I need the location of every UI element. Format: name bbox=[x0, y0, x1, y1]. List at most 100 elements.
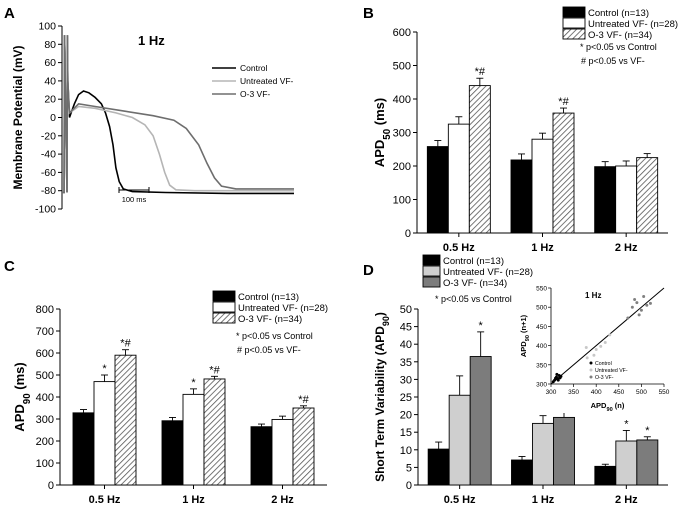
inset-legend-label: Untreated VF- bbox=[595, 368, 628, 374]
panelD-bar bbox=[594, 465, 617, 486]
panelD-significance-mark: * bbox=[645, 425, 650, 437]
panelB-legend-swatch bbox=[562, 6, 586, 18]
inset-title: 1 Hz bbox=[585, 291, 601, 300]
panelD-y-axis-title: Short Term Variability (APD90) bbox=[373, 312, 391, 482]
panelC-y-tick-label: 800 bbox=[36, 304, 54, 316]
inset-point bbox=[626, 316, 630, 320]
inset-x-tick-label: 450 bbox=[613, 389, 624, 396]
a-legend-label: O-3 VF- bbox=[240, 89, 270, 99]
inset-point bbox=[592, 353, 596, 357]
panelB-bar bbox=[636, 157, 659, 234]
panelC-bar bbox=[114, 354, 137, 486]
panelB-legend-label: O-3 VF- (n=34) bbox=[588, 30, 652, 41]
panelD-bar bbox=[615, 440, 638, 486]
panelC-bar bbox=[161, 420, 184, 486]
panelB-legend-swatch bbox=[562, 28, 586, 40]
inset-point bbox=[642, 294, 646, 298]
panelB-significance-mark: *# bbox=[558, 96, 569, 108]
panelC-legend-label: Control (n=13) bbox=[238, 292, 299, 303]
inset-identity-line bbox=[550, 287, 665, 385]
inset-y-tick-label: 300 bbox=[536, 382, 547, 389]
inset-y-tick-label: 450 bbox=[536, 324, 547, 331]
inset-point bbox=[637, 313, 641, 317]
inset-y-tick-label: 550 bbox=[536, 286, 547, 293]
panelD-bar bbox=[553, 416, 575, 486]
panelB-x-tick-label: 1 Hz bbox=[531, 242, 554, 254]
panelC-x-tick-label: 1 Hz bbox=[182, 494, 205, 506]
a-y-tick-label: 100 bbox=[38, 21, 56, 33]
panel-label-d: D bbox=[363, 262, 374, 279]
a-y-tick-label: 60 bbox=[44, 57, 56, 69]
panelD-y-tick-label: 10 bbox=[400, 445, 412, 457]
panelD-legend-label: Control (n=13) bbox=[443, 256, 504, 267]
inset-point bbox=[594, 347, 598, 351]
panelB-legend-swatch bbox=[562, 17, 586, 29]
inset-y-tick-label: 500 bbox=[536, 305, 547, 312]
panelC-y-tick-label: 700 bbox=[36, 326, 54, 338]
inset-point bbox=[648, 301, 652, 305]
panel-d-inset-poincare: 300 350 400 450 500 550 300 350 400 450 500 550 1 Hz… bbox=[515, 282, 670, 413]
panelD-y-tick-label: 30 bbox=[400, 374, 412, 386]
inset-y-tick-label: 400 bbox=[536, 343, 547, 350]
panelB-bar bbox=[447, 123, 470, 234]
panel-d-stv-bars: 0 5 10 15 20 25 30 35 40 45 50 Short Term Variabili… bbox=[373, 254, 668, 506]
panelD-bar bbox=[511, 459, 533, 486]
panelB-y-tick-label: 0 bbox=[405, 228, 411, 240]
inset-point bbox=[555, 372, 559, 376]
inset-point bbox=[630, 305, 634, 309]
inset-legend-marker bbox=[589, 375, 593, 379]
panelD-x-tick-label: 0.5 Hz bbox=[444, 494, 476, 506]
panelC-legend-swatch bbox=[212, 290, 236, 302]
panelC-bar bbox=[292, 407, 315, 486]
inset-point bbox=[635, 301, 639, 305]
panelB-x-tick-label: 0.5 Hz bbox=[443, 242, 475, 254]
inset-x-tick-label: 500 bbox=[636, 389, 647, 396]
panelB-bar bbox=[531, 138, 554, 234]
a-y-tick-label: 80 bbox=[44, 39, 56, 51]
a-y-tick-label: 0 bbox=[50, 112, 56, 124]
a-y-tick-label: 40 bbox=[44, 75, 56, 87]
inset-legend-marker bbox=[589, 368, 593, 372]
panelC-bar bbox=[72, 412, 95, 486]
a-y-tick-label: -20 bbox=[41, 130, 56, 142]
inset-legend-label: O-3 VF- bbox=[595, 375, 614, 381]
panelB-bar bbox=[594, 166, 617, 234]
panel-label-a: A bbox=[4, 5, 15, 22]
a-trace-3 bbox=[62, 35, 294, 194]
panelC-note: # p<0.05 vs VF- bbox=[237, 345, 301, 355]
inset-point bbox=[551, 380, 555, 384]
panelC-x-tick-label: 0.5 Hz bbox=[89, 494, 121, 506]
panelC-significance-mark: * bbox=[191, 377, 196, 389]
panelC-bar bbox=[203, 378, 226, 486]
a-y-tick-label: -60 bbox=[41, 167, 56, 179]
inset-x-axis-title: APD90 (n) bbox=[591, 401, 625, 413]
panelC-bar bbox=[93, 381, 116, 486]
panelC-y-tick-label: 0 bbox=[48, 480, 54, 492]
panel-a-action-potentials: -100 -80 -60 -40 -20 0 20 40 60 80 100 Membrane Pot… bbox=[11, 21, 294, 216]
panelD-bar bbox=[532, 422, 554, 486]
inset-background bbox=[515, 282, 668, 413]
panelB-y-tick-label: 600 bbox=[393, 27, 411, 39]
panelB-note: * p<0.05 vs Control bbox=[580, 42, 657, 52]
panelB-y-axis-title: APD50 (ms) bbox=[372, 98, 393, 167]
panelD-y-tick-label: 5 bbox=[406, 462, 412, 474]
a-legend-label: Control bbox=[240, 63, 268, 73]
panelB-x-tick-label: 2 Hz bbox=[615, 242, 638, 254]
a-legend-label: Untreated VF- bbox=[240, 76, 294, 86]
panelC-legend-swatch bbox=[212, 301, 236, 313]
a-y-tick-label: -40 bbox=[41, 149, 56, 161]
panelD-bar bbox=[448, 394, 471, 486]
inset-legend-marker bbox=[589, 361, 593, 365]
panelD-y-tick-label: 15 bbox=[400, 427, 412, 439]
a-trace-1 bbox=[62, 35, 294, 195]
panelB-y-tick-label: 200 bbox=[393, 161, 411, 173]
inset-point bbox=[633, 298, 637, 302]
panelD-y-tick-label: 0 bbox=[406, 480, 412, 492]
inset-point bbox=[559, 374, 563, 378]
panelC-y-tick-label: 100 bbox=[36, 458, 54, 470]
panel-b-apd50-bars: 0 100 200 300 400 500 600 APD50 (ms) 0.5 Hz 1 Hz 2… bbox=[372, 6, 678, 254]
inset-point bbox=[585, 356, 589, 360]
panelD-y-tick-label: 50 bbox=[400, 304, 412, 316]
panelC-bar bbox=[271, 418, 294, 486]
